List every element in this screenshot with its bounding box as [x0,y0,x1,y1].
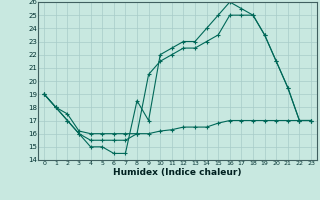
X-axis label: Humidex (Indice chaleur): Humidex (Indice chaleur) [113,168,242,177]
